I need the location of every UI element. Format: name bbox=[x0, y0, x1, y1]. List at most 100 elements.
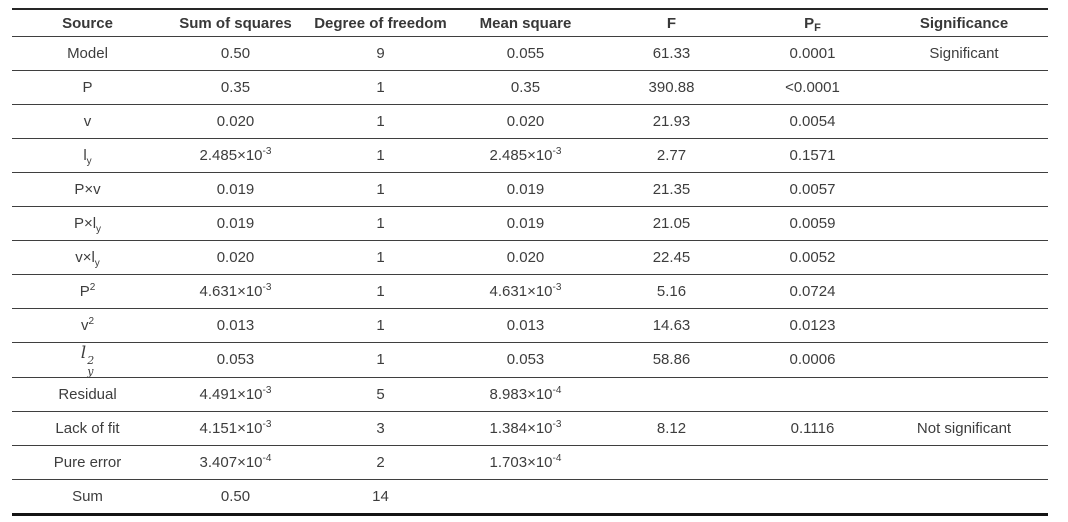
value-cell-mean_square: 0.019 bbox=[453, 206, 598, 241]
value-cell-mean_square: 0.019 bbox=[453, 172, 598, 207]
source-cell: P2 bbox=[12, 274, 163, 309]
value-cell-significance bbox=[880, 479, 1048, 515]
value-cell-degree_of_freedom: 1 bbox=[308, 342, 453, 378]
source-cell: v2 bbox=[12, 308, 163, 343]
table-row: l 2 y 0.053 1 0.053 58.86 0.0006 bbox=[12, 342, 1048, 378]
value-cell-f: 21.35 bbox=[598, 172, 745, 207]
value-cell-f: 58.86 bbox=[598, 342, 745, 378]
value-cell-f: 61.33 bbox=[598, 36, 745, 71]
value-cell-mean_square: 0.020 bbox=[453, 240, 598, 275]
table-row: v×ly 0.020 1 0.020 22.45 0.0052 bbox=[12, 240, 1048, 275]
value-cell-degree_of_freedom: 1 bbox=[308, 104, 453, 139]
value-cell-f bbox=[598, 445, 745, 480]
column-header-mean_square: Mean square bbox=[453, 9, 598, 37]
value-cell-mean_square: 1.703×10-4 bbox=[453, 445, 598, 480]
value-cell-degree_of_freedom: 1 bbox=[308, 308, 453, 343]
value-cell-degree_of_freedom: 1 bbox=[308, 274, 453, 309]
table-row: Residual 4.491×10-3 5 8.983×10-4 bbox=[12, 377, 1048, 412]
value-cell-f: 21.05 bbox=[598, 206, 745, 241]
value-cell-sum_of_squares: 4.631×10-3 bbox=[163, 274, 308, 309]
source-cell: Pure error bbox=[12, 445, 163, 480]
value-cell-f: 2.77 bbox=[598, 138, 745, 173]
value-cell-sum_of_squares: 0.013 bbox=[163, 308, 308, 343]
value-cell-f: 14.63 bbox=[598, 308, 745, 343]
anova-table-container: Source Sum of squares Degree of freedom Mea… bbox=[12, 8, 1048, 516]
value-cell-significance bbox=[880, 104, 1048, 139]
value-cell-degree_of_freedom: 1 bbox=[308, 172, 453, 207]
value-cell-degree_of_freedom: 1 bbox=[308, 206, 453, 241]
source-cell: ly bbox=[12, 138, 163, 173]
value-cell-degree_of_freedom: 2 bbox=[308, 445, 453, 480]
value-cell-significance bbox=[880, 342, 1048, 378]
value-cell-degree_of_freedom: 1 bbox=[308, 70, 453, 105]
value-cell-f: 390.88 bbox=[598, 70, 745, 105]
value-cell-sum_of_squares: 0.019 bbox=[163, 172, 308, 207]
value-cell-mean_square: 4.631×10-3 bbox=[453, 274, 598, 309]
value-cell-pf bbox=[745, 479, 880, 515]
value-cell-pf: 0.0123 bbox=[745, 308, 880, 343]
value-cell-significance bbox=[880, 240, 1048, 275]
value-cell-significance bbox=[880, 308, 1048, 343]
value-cell-pf: 0.0057 bbox=[745, 172, 880, 207]
value-cell-sum_of_squares: 0.50 bbox=[163, 479, 308, 515]
value-cell-significance: Not significant bbox=[880, 411, 1048, 446]
table-row: Pure error 3.407×10-4 2 1.703×10-4 bbox=[12, 445, 1048, 480]
value-cell-f: 22.45 bbox=[598, 240, 745, 275]
value-cell-significance bbox=[880, 206, 1048, 241]
value-cell-mean_square: 0.35 bbox=[453, 70, 598, 105]
value-cell-f bbox=[598, 479, 745, 515]
value-cell-significance bbox=[880, 274, 1048, 309]
value-cell-pf bbox=[745, 377, 880, 412]
source-cell: P×ly bbox=[12, 206, 163, 241]
column-header-degree_of_freedom: Degree of freedom bbox=[308, 9, 453, 37]
value-cell-mean_square: 0.020 bbox=[453, 104, 598, 139]
value-cell-significance bbox=[880, 445, 1048, 480]
value-cell-sum_of_squares: 0.020 bbox=[163, 240, 308, 275]
value-cell-sum_of_squares: 0.019 bbox=[163, 206, 308, 241]
value-cell-sum_of_squares: 0.50 bbox=[163, 36, 308, 71]
table-row: P×ly 0.019 1 0.019 21.05 0.0059 bbox=[12, 206, 1048, 241]
column-header-pf: PF bbox=[745, 9, 880, 37]
source-cell: Residual bbox=[12, 377, 163, 412]
value-cell-mean_square: 1.384×10-3 bbox=[453, 411, 598, 446]
value-cell-mean_square bbox=[453, 479, 598, 515]
table-row: ly 2.485×10-3 1 2.485×10-3 2.77 0.1571 bbox=[12, 138, 1048, 173]
table-row: Sum 0.50 14 bbox=[12, 479, 1048, 515]
source-cell: Lack of fit bbox=[12, 411, 163, 446]
value-cell-f: 5.16 bbox=[598, 274, 745, 309]
value-cell-pf: 0.0001 bbox=[745, 36, 880, 71]
source-cell: v bbox=[12, 104, 163, 139]
value-cell-mean_square: 0.013 bbox=[453, 308, 598, 343]
value-cell-sum_of_squares: 0.35 bbox=[163, 70, 308, 105]
value-cell-mean_square: 2.485×10-3 bbox=[453, 138, 598, 173]
column-header-source: Source bbox=[12, 9, 163, 37]
value-cell-degree_of_freedom: 1 bbox=[308, 240, 453, 275]
table-row: Lack of fit 4.151×10-3 3 1.384×10-3 8.12 0.11… bbox=[12, 411, 1048, 446]
value-cell-pf: 0.0052 bbox=[745, 240, 880, 275]
value-cell-f bbox=[598, 377, 745, 412]
value-cell-significance bbox=[880, 138, 1048, 173]
value-cell-significance bbox=[880, 172, 1048, 207]
value-cell-pf: 0.0054 bbox=[745, 104, 880, 139]
table-row: P×v 0.019 1 0.019 21.35 0.0057 bbox=[12, 172, 1048, 207]
table-body: Model 0.50 9 0.055 61.33 0.0001 Significant P 0.… bbox=[12, 36, 1048, 515]
value-cell-significance: Significant bbox=[880, 36, 1048, 71]
value-cell-mean_square: 0.053 bbox=[453, 342, 598, 378]
anova-table: Source Sum of squares Degree of freedom Mea… bbox=[12, 8, 1048, 516]
value-cell-pf: 0.1116 bbox=[745, 411, 880, 446]
source-cell: Sum bbox=[12, 479, 163, 515]
value-cell-sum_of_squares: 0.020 bbox=[163, 104, 308, 139]
value-cell-pf bbox=[745, 445, 880, 480]
value-cell-significance bbox=[880, 70, 1048, 105]
value-cell-sum_of_squares: 4.491×10-3 bbox=[163, 377, 308, 412]
value-cell-pf: <0.0001 bbox=[745, 70, 880, 105]
value-cell-degree_of_freedom: 1 bbox=[308, 138, 453, 173]
value-cell-pf: 0.1571 bbox=[745, 138, 880, 173]
source-cell: Model bbox=[12, 36, 163, 71]
table-row: P 0.35 1 0.35 390.88 <0.0001 bbox=[12, 70, 1048, 105]
table-row: P2 4.631×10-3 1 4.631×10-3 5.16 0.0724 bbox=[12, 274, 1048, 309]
value-cell-sum_of_squares: 0.053 bbox=[163, 342, 308, 378]
